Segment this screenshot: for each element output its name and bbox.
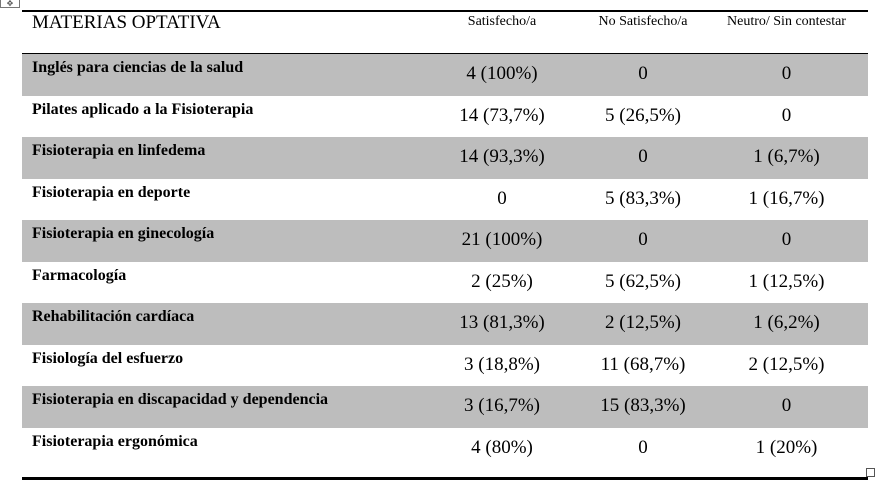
cell-satisfied: 3 (16,7%)	[464, 395, 540, 416]
header-neutral: Neutro/ Sin contestar	[705, 12, 868, 53]
cell-neutral: 0	[781, 63, 792, 84]
cell-subject: Fisioterapia en deporte	[32, 183, 191, 201]
cell-neutral: 1 (20%)	[755, 436, 818, 458]
header-subject: MATERIAS OPTATIVA	[32, 12, 221, 33]
table-row: Fisioterapia en deporte 0 5 (83,3%) 1 (16,7…	[22, 179, 868, 221]
cell-neutral: 0	[781, 395, 792, 416]
cell-satisfied: 3 (18,8%)	[464, 353, 540, 375]
header-not-satisfied: No Satisfecho/a	[598, 14, 688, 29]
cell-satisfied: 13 (81,3%)	[459, 312, 545, 333]
header-neutral-text: Neutro/ Sin contestar	[727, 14, 846, 29]
table-row: Inglés para ciencias de la salud 4 (100%)…	[22, 54, 868, 96]
table-row: Farmacología 2 (25%) 5 (62,5%) 1 (12,5%)	[22, 262, 868, 304]
cell-not-satisfied: 0	[638, 436, 648, 458]
cell-subject: Farmacología	[32, 266, 127, 284]
cell-subject: Pilates aplicado a la Fisioterapia	[32, 100, 254, 118]
cell-not-satisfied: 5 (83,3%)	[605, 187, 681, 209]
cell-subject: Inglés para ciencias de la salud	[32, 59, 244, 76]
table-row: Fisioterapia en ginecología 21 (100%) 0 0	[22, 220, 868, 262]
cell-not-satisfied: 0	[638, 63, 648, 84]
cell-not-satisfied: 11 (68,7%)	[600, 353, 686, 375]
cell-subject: Fisioterapia en ginecología	[32, 225, 215, 242]
cell-satisfied: 14 (73,7%)	[459, 104, 545, 126]
cell-satisfied: 21 (100%)	[461, 229, 543, 250]
cell-subject: Rehabilitación cardíaca	[32, 308, 195, 325]
cell-not-satisfied: 0	[638, 229, 648, 250]
table-row: Fisiología del esfuerzo 3 (18,8%) 11 (68,7…	[22, 345, 868, 387]
table-row: Pilates aplicado a la Fisioterapia 14 (73…	[22, 96, 868, 138]
cell-satisfied: 0	[497, 187, 507, 209]
cell-neutral: 2 (12,5%)	[748, 353, 825, 375]
cell-satisfied: 4 (100%)	[466, 63, 538, 84]
cell-not-satisfied: 2 (12,5%)	[605, 312, 681, 333]
table-body: Inglés para ciencias de la salud 4 (100%)…	[22, 54, 868, 469]
cell-neutral: 1 (16,7%)	[748, 187, 825, 209]
cell-subject: Fisioterapia ergonómica	[32, 432, 198, 450]
cell-satisfied: 14 (93,3%)	[459, 146, 545, 167]
cell-satisfied: 4 (80%)	[471, 436, 533, 458]
table-resize-handle-icon[interactable]	[866, 468, 875, 477]
cell-neutral: 0	[781, 104, 792, 126]
cell-not-satisfied: 15 (83,3%)	[600, 395, 686, 416]
table-top-rule	[22, 10, 868, 12]
cell-neutral: 1 (12,5%)	[748, 270, 825, 292]
table-row: Rehabilitación cardíaca 13 (81,3%) 2 (12,5…	[22, 303, 868, 345]
cell-neutral: 1 (6,7%)	[753, 146, 820, 167]
cell-not-satisfied: 5 (26,5%)	[605, 104, 681, 126]
cell-satisfied: 2 (25%)	[471, 270, 533, 292]
cell-neutral: 0	[781, 229, 792, 250]
cell-subject: Fisioterapia en linfedema	[32, 142, 206, 159]
table-row: Fisioterapia en linfedema 14 (93,3%) 0 1 (6…	[22, 137, 868, 179]
cell-not-satisfied: 5 (62,5%)	[605, 270, 681, 292]
cell-subject: Fisioterapia en discapacidad y dependenc…	[32, 391, 329, 408]
header-satisfied: Satisfecho/a	[467, 14, 537, 29]
cell-neutral: 1 (6,2%)	[753, 312, 820, 333]
table-bottom-rule	[22, 477, 868, 480]
table-row: Fisioterapia en discapacidad y dependenc…	[22, 386, 868, 428]
subjects-satisfaction-table: MATERIAS OPTATIVA Satisfecho/a No Satisf…	[22, 10, 868, 480]
cell-not-satisfied: 0	[638, 146, 648, 167]
cell-subject: Fisiología del esfuerzo	[32, 349, 184, 367]
table-header-row: MATERIAS OPTATIVA Satisfecho/a No Satisf…	[22, 12, 868, 54]
table-move-handle-icon[interactable]: ✥	[0, 0, 20, 8]
table-row: Fisioterapia ergonómica 4 (80%) 0 1 (20%)	[22, 428, 868, 470]
